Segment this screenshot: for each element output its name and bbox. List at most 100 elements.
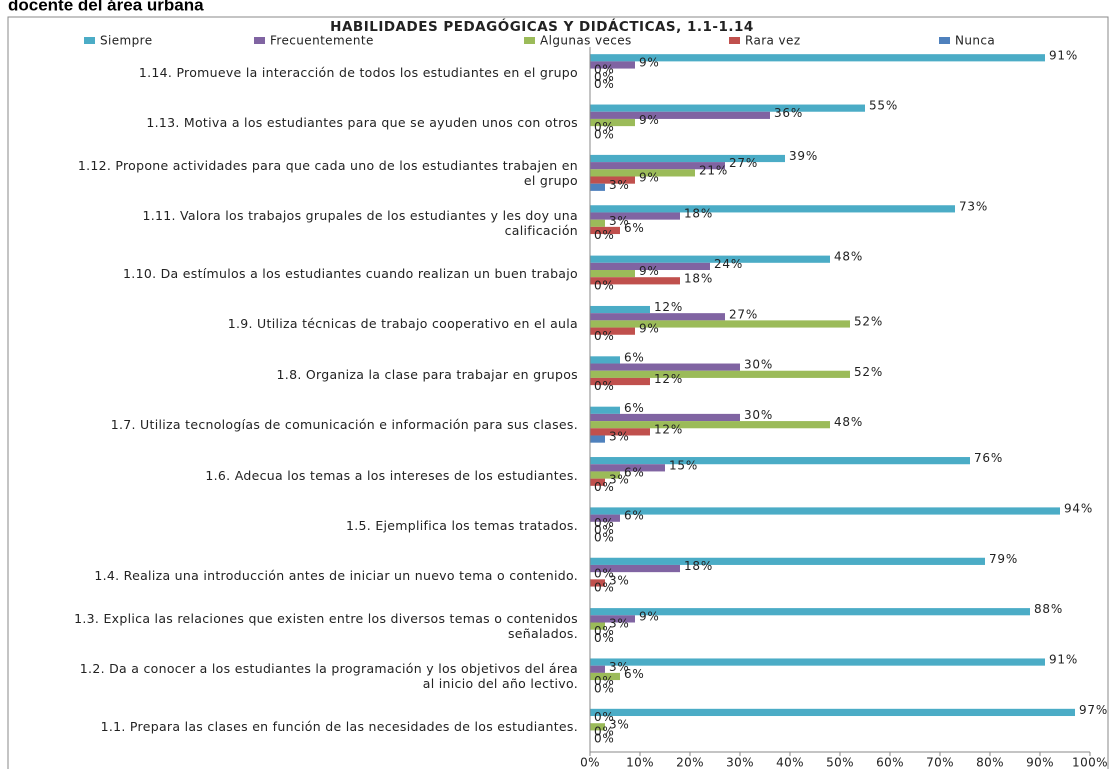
- value-label: 30%: [744, 408, 773, 422]
- bar: [590, 262, 710, 271]
- x-tick-label: 70%: [926, 756, 954, 769]
- legend-swatch: [939, 37, 950, 44]
- legend-label: Siempre: [100, 34, 153, 48]
- bar: [590, 104, 865, 112]
- bar: [590, 723, 605, 731]
- value-label: 91%: [1049, 48, 1078, 62]
- x-tick-label: 100%: [1072, 756, 1108, 769]
- x-tick-label: 0%: [580, 756, 600, 769]
- value-label: 73%: [959, 199, 988, 213]
- value-label: 0%: [594, 120, 615, 134]
- bar: [590, 305, 650, 314]
- bar: [590, 212, 680, 220]
- value-label: 55%: [869, 99, 898, 113]
- value-label: 6%: [624, 401, 645, 415]
- value-label: 24%: [714, 257, 743, 271]
- bar: [590, 457, 970, 465]
- value-label: 0%: [594, 566, 615, 580]
- value-label: 0%: [594, 480, 615, 494]
- category-label: 1.5. Ejemplifica los temas tratados.: [346, 517, 578, 533]
- value-label: 6%: [624, 221, 645, 235]
- value-label: 9%: [639, 609, 660, 623]
- x-tick-label: 90%: [1026, 756, 1054, 769]
- value-label: 79%: [989, 552, 1018, 566]
- bar: [590, 226, 620, 235]
- bar: [590, 428, 650, 436]
- bar: [590, 413, 740, 422]
- bar: [590, 111, 770, 119]
- value-label: 97%: [1079, 703, 1108, 717]
- value-label: 15%: [669, 458, 698, 472]
- bar: [590, 608, 1030, 616]
- value-label: 18%: [684, 271, 713, 285]
- chart-border: [7, 16, 1109, 769]
- value-label: 0%: [594, 63, 615, 77]
- bar: [590, 507, 1060, 515]
- value-label: 52%: [854, 365, 883, 379]
- value-label: 0%: [594, 624, 615, 638]
- value-label: 0%: [594, 228, 615, 242]
- value-label: 12%: [654, 372, 683, 386]
- value-label: 3%: [609, 178, 630, 192]
- bar: [590, 615, 635, 623]
- value-label: 12%: [654, 422, 683, 436]
- value-label: 6%: [624, 466, 645, 480]
- category-label: 1.9. Utiliza técnicas de trabajo coopera…: [227, 316, 578, 332]
- bar: [590, 327, 635, 335]
- bar: [590, 579, 605, 587]
- bar: [590, 564, 680, 573]
- bar: [590, 277, 680, 285]
- value-label: 0%: [594, 581, 615, 595]
- category-label: 1.13. Motiva a los estudiantes para que …: [146, 115, 578, 131]
- chart-title: HABILIDADES PEDAGÓGICAS Y DIDÁCTICAS, 1.…: [330, 17, 754, 35]
- value-label: 0%: [594, 530, 615, 544]
- bar: [590, 154, 785, 163]
- legend-swatch: [84, 37, 95, 44]
- legend-label: Nunca: [955, 34, 995, 48]
- bar: [590, 658, 1045, 666]
- x-tick-label: 50%: [826, 756, 854, 769]
- value-label: 39%: [789, 149, 818, 163]
- value-label: 36%: [774, 106, 803, 120]
- value-label: 6%: [624, 350, 645, 364]
- value-label: 0%: [594, 523, 615, 537]
- category-label: 1.11. Valora los trabajos grupales de lo…: [142, 208, 578, 239]
- value-label: 9%: [639, 322, 660, 336]
- heading: docente del área urbana: [8, 0, 204, 14]
- value-label: 9%: [639, 264, 660, 278]
- bar: [590, 183, 605, 191]
- value-label: 0%: [594, 710, 615, 724]
- value-label: 0%: [594, 725, 615, 739]
- bar: [590, 464, 665, 472]
- value-label: 88%: [1034, 602, 1063, 616]
- category-label: 1.8. Organiza la clase para trabajar en …: [276, 366, 578, 382]
- bar: [590, 557, 985, 565]
- bar: [590, 708, 1075, 717]
- value-label: 3%: [609, 660, 630, 674]
- bar: [590, 377, 650, 386]
- bar: [590, 54, 1045, 62]
- category-label: 1.4. Realiza una introducción antes de i…: [94, 568, 578, 584]
- bar: [590, 169, 695, 177]
- bar: [590, 665, 605, 673]
- bar: [590, 406, 620, 414]
- category-label: 1.7. Utiliza tecnologías de comunicación…: [110, 417, 578, 433]
- value-label: 48%: [834, 250, 863, 264]
- bar: [590, 313, 725, 321]
- value-label: 0%: [594, 732, 615, 746]
- value-label: 0%: [594, 279, 615, 293]
- legend-swatch: [729, 37, 740, 44]
- bar: [590, 370, 850, 378]
- bar: [590, 356, 620, 364]
- bar: [590, 118, 635, 127]
- x-tick-label: 40%: [776, 756, 804, 769]
- value-label: 48%: [834, 415, 863, 429]
- value-label: 9%: [639, 55, 660, 69]
- value-label: 0%: [594, 70, 615, 84]
- value-label: 0%: [594, 329, 615, 343]
- bar: [590, 61, 635, 69]
- category-label: 1.3. Explica las relaciones que existen …: [74, 611, 578, 642]
- x-tick-label: 30%: [726, 756, 754, 769]
- bar: [590, 421, 830, 429]
